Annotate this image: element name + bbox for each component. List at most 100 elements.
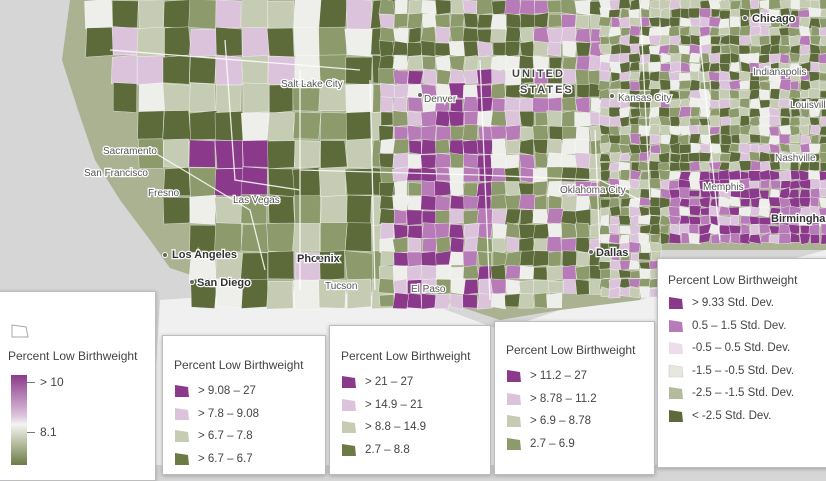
county-cell (292, 223, 320, 252)
county-cell (420, 154, 437, 169)
county-cell (729, 89, 741, 100)
county-cell (449, 181, 464, 198)
county-cell (788, 196, 800, 209)
county-cell (407, 42, 423, 57)
county-cell (561, 194, 578, 212)
county-cell (293, 0, 321, 28)
county-cell (758, 89, 770, 101)
swatch-dark-purple (668, 296, 684, 310)
county-cell (598, 80, 611, 91)
county-cell (629, 169, 642, 180)
county-cell (138, 0, 166, 29)
county-cell (658, 44, 671, 55)
county-cell (819, 126, 826, 136)
county-cell (520, 13, 536, 30)
county-cell (463, 222, 480, 239)
legend-std-dev-item: < -2.5 Std. Dev. (668, 405, 826, 428)
county-cell (448, 111, 465, 128)
county-cell (668, 44, 681, 55)
county-cell (668, 171, 681, 181)
county-cell (242, 140, 270, 168)
county-cell (394, 180, 407, 197)
county-cell (710, 89, 720, 101)
county-cell (392, 70, 409, 86)
county-cell (739, 80, 751, 90)
swatch-neutral (668, 364, 684, 378)
county-cell (533, 0, 550, 14)
county-cell (420, 26, 436, 43)
county-cell (84, 0, 113, 29)
county-cell (698, 152, 712, 162)
county-cell (668, 71, 682, 82)
county-cell (214, 140, 244, 169)
county-cell (658, 34, 671, 46)
legend-std-dev-item: -0.5 – 0.5 Std. Dev. (668, 337, 826, 360)
county-cell (190, 278, 218, 309)
county-cell (561, 110, 576, 128)
county-cell (518, 194, 536, 210)
county-cell (188, 139, 216, 168)
county-cell (649, 116, 661, 127)
county-cell (477, 14, 494, 29)
county-cell (750, 223, 760, 236)
county-cell (113, 82, 138, 113)
county-cell (808, 7, 822, 17)
county-cell (730, 52, 740, 64)
county-cell (491, 0, 507, 15)
county-cell (563, 279, 578, 294)
county-cell (518, 55, 534, 72)
county-cell (575, 14, 590, 30)
county-cell (619, 71, 632, 81)
label-salt-lake-city: Salt Lake City (281, 79, 343, 90)
legend-continuous: Percent Low Birthweight > 10 8.1 (0, 291, 156, 481)
county-cell (533, 292, 548, 309)
county-cell (491, 154, 508, 170)
county-cell (422, 12, 436, 29)
label-fresno: Fresno (148, 188, 180, 199)
county-cell (462, 0, 478, 14)
county-cell (670, 80, 680, 90)
county-cell (490, 278, 507, 296)
county-cell (504, 0, 521, 16)
county-cell (407, 251, 423, 267)
county-cell (810, 234, 820, 244)
county-cell (650, 234, 661, 244)
county-cell (548, 125, 564, 141)
county-cell (620, 197, 632, 208)
county-cell (546, 0, 563, 13)
county-cell (532, 223, 550, 240)
legend-equal-interval-item: 2.7 – 8.8 (341, 439, 490, 462)
county-cell (718, 26, 731, 36)
label-oklahoma-city: Oklahoma City (560, 185, 626, 196)
county-cell (818, 81, 826, 91)
county-cell (779, 89, 790, 99)
county-cell (808, 153, 822, 163)
county-cell (819, 170, 826, 181)
county-cell (380, 222, 394, 240)
county-cell (562, 41, 577, 58)
county-cell (267, 140, 296, 170)
county-cell (547, 280, 564, 294)
county-cell (788, 144, 801, 154)
county-cell (789, 179, 801, 190)
county-cell (532, 250, 550, 267)
county-cell (618, 214, 632, 226)
county-cell (689, 160, 701, 172)
county-cell (561, 96, 577, 112)
county-cell (600, 268, 612, 279)
county-cell (407, 70, 424, 85)
county-cell (809, 117, 820, 127)
county-cell (758, 217, 772, 226)
county-cell (739, 198, 751, 207)
county-cell (818, 72, 826, 82)
county-cell (758, 61, 771, 73)
swatch-dark-purple (506, 369, 522, 383)
county-cell (709, 99, 720, 108)
county-cell (609, 61, 622, 73)
swatch-purple (668, 319, 684, 333)
county-cell (266, 281, 294, 310)
county-cell (267, 0, 295, 29)
county-cell (669, 125, 681, 135)
county-cell (779, 169, 792, 182)
county-cell (789, 16, 800, 28)
